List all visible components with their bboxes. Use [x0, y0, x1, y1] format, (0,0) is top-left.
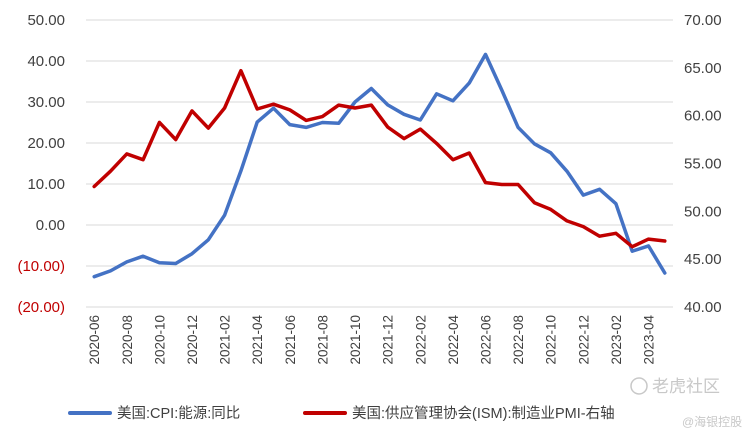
left-tick-label: 0.00: [36, 217, 65, 234]
x-tick-label: 2020-10: [152, 315, 167, 365]
right-tick-label: 40.00: [684, 299, 722, 316]
x-tick-label: 2023-02: [609, 315, 624, 365]
left-tick-label: (20.00): [17, 299, 65, 316]
legend-label-ism-pmi: 美国:供应管理协会(ISM):制造业PMI-右轴: [352, 404, 615, 422]
x-tick-label: 2020-08: [120, 315, 135, 365]
x-tick-label: 2021-02: [218, 315, 233, 365]
series-lines: [92, 52, 667, 279]
left-tick-label: 30.00: [27, 94, 65, 111]
left-tick-label: 50.00: [27, 12, 65, 29]
x-tick-label: 2022-12: [576, 315, 591, 365]
watermark: 老虎社区 @海银控股: [630, 377, 742, 429]
x-tick-label: 2022-02: [413, 315, 428, 365]
watermark-line2: @海银控股: [682, 414, 742, 429]
series-line-cpi-energy: [92, 52, 667, 279]
right-axis-ticks: 40.00 45.00 50.00 55.00 60.00 65.00 70.00: [684, 12, 722, 316]
x-tick-label: 2020-06: [87, 315, 102, 365]
x-axis-ticks: 2020-06 2020-08 2020-10 2020-12 2021-02 2021-…: [87, 315, 656, 365]
x-tick-label: 2021-12: [381, 315, 396, 365]
watermark-line1: 老虎社区: [652, 377, 720, 396]
series-line-ism-pmi: [92, 68, 667, 249]
right-tick-label: 45.00: [684, 251, 722, 268]
left-tick-label: (10.00): [17, 258, 65, 275]
left-tick-label: 10.00: [27, 176, 65, 193]
left-axis-ticks: (20.00) (10.00) 0.00 10.00 20.00 30.00 40.00 50…: [17, 12, 65, 316]
legend: 美国:CPI:能源:同比 美国:供应管理协会(ISM):制造业PMI-右轴: [68, 404, 615, 422]
right-tick-label: 50.00: [684, 203, 722, 220]
x-tick-label: 2022-04: [446, 315, 461, 365]
x-tick-label: 2021-04: [250, 315, 265, 365]
right-tick-label: 70.00: [684, 12, 722, 29]
right-tick-label: 65.00: [684, 60, 722, 77]
x-tick-label: 2022-06: [478, 315, 493, 365]
right-tick-label: 60.00: [684, 108, 722, 125]
x-tick-label: 2023-04: [642, 315, 657, 365]
x-tick-label: 2021-08: [315, 315, 330, 365]
legend-label-cpi-energy: 美国:CPI:能源:同比: [117, 405, 240, 422]
left-tick-label: 20.00: [27, 135, 65, 152]
x-tick-label: 2022-10: [544, 315, 559, 365]
right-tick-label: 55.00: [684, 156, 722, 173]
left-tick-label: 40.00: [27, 53, 65, 70]
x-tick-label: 2021-10: [348, 315, 363, 365]
x-tick-label: 2020-12: [185, 315, 200, 365]
gridlines: [86, 19, 673, 308]
x-tick-label: 2021-06: [283, 315, 298, 365]
x-tick-label: 2022-08: [511, 315, 526, 365]
watermark-logo-icon: [630, 377, 648, 395]
